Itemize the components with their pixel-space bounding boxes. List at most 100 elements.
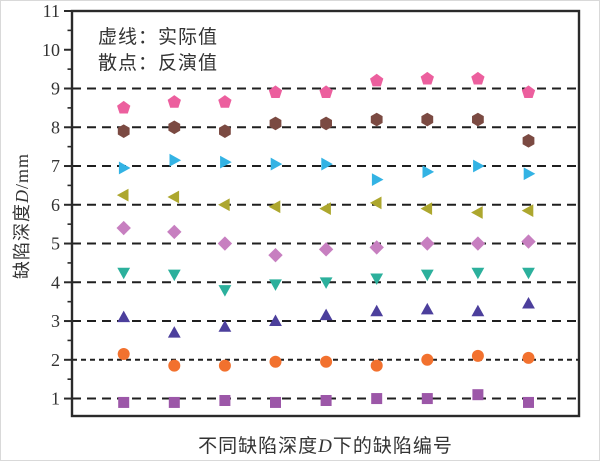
marker-pentagon-point-6 (370, 73, 384, 87)
marker-hexagon-point-4 (269, 116, 282, 131)
marker-triangle-right-point-8 (473, 159, 485, 173)
marker-hexagon-point-9 (522, 134, 535, 148)
marker-triangle-down-point-1 (117, 267, 131, 280)
y-tick-label-7: 7 (51, 156, 60, 176)
marker-diamond-point-7 (420, 236, 435, 251)
marker-triangle-down-point-5 (319, 277, 333, 289)
y-axis-title: 缺陷深度D/mm (8, 116, 34, 316)
marker-square-point-4 (270, 396, 281, 408)
marker-hexagon-point-5 (320, 116, 332, 131)
y-axis-title-suffix: /mm (12, 153, 32, 190)
marker-square-point-6 (371, 393, 383, 405)
marker-pentagon-point-9 (521, 85, 536, 99)
marker-triangle-down-point-2 (167, 269, 181, 282)
marker-triangle-left-point-9 (521, 204, 534, 217)
marker-triangle-right-point-9 (523, 167, 536, 181)
marker-triangle-left-point-1 (116, 188, 129, 202)
y-tick-label-8: 8 (51, 117, 60, 137)
marker-square-point-3 (219, 394, 231, 406)
x-axis-title-prefix: 不同缺陷深度 (198, 436, 319, 457)
marker-circle-point-5 (320, 355, 333, 368)
y-axis-title-variable: D (12, 189, 32, 204)
marker-square-point-8 (472, 389, 484, 401)
marker-diamond-point-9 (521, 234, 536, 249)
marker-pentagon-point-8 (471, 71, 485, 85)
y-tick-label-10: 10 (42, 40, 60, 60)
marker-circle-point-4 (269, 355, 282, 368)
marker-circle-point-2 (168, 359, 181, 372)
marker-triangle-up-point-2 (167, 326, 181, 338)
legend-scatter-note: 散点：反演值 (98, 53, 219, 74)
marker-hexagon-point-1 (117, 124, 130, 138)
marker-circle-point-9 (522, 351, 535, 364)
marker-pentagon-point-7 (420, 71, 434, 85)
y-axis-title-prefix: 缺陷深度 (12, 203, 32, 280)
marker-pentagon-point-2 (167, 95, 181, 108)
marker-triangle-up-point-1 (117, 310, 131, 323)
marker-diamond-point-8 (470, 236, 486, 251)
marker-triangle-left-point-8 (471, 206, 483, 219)
marker-pentagon-point-1 (117, 100, 131, 114)
marker-pentagon-point-4 (268, 85, 283, 99)
marker-triangle-right-point-3 (220, 155, 232, 169)
marker-circle-point-8 (471, 349, 484, 362)
marker-diamond-point-5 (318, 242, 334, 257)
marker-triangle-up-point-7 (420, 302, 434, 315)
marker-triangle-right-point-2 (169, 153, 182, 167)
marker-hexagon-point-7 (421, 112, 434, 127)
legend-dashed-line-note: 虚线：实际值 (98, 27, 219, 48)
marker-square-point-5 (320, 394, 332, 406)
marker-triangle-up-point-8 (471, 304, 485, 317)
marker-pentagon-point-5 (319, 85, 333, 99)
x-axis-title: 不同缺陷深度D下的缺陷编号 (72, 431, 579, 458)
marker-triangle-right-point-1 (118, 161, 131, 175)
marker-square-point-9 (523, 396, 534, 408)
marker-triangle-right-point-4 (270, 157, 283, 171)
marker-triangle-down-point-3 (218, 285, 232, 297)
y-tick-label-2: 2 (51, 350, 60, 370)
marker-hexagon-point-6 (370, 112, 383, 127)
x-axis-title-variable: D (318, 436, 333, 457)
marker-hexagon-point-3 (219, 124, 231, 138)
marker-triangle-left-point-2 (167, 190, 180, 204)
marker-triangle-down-point-8 (471, 267, 485, 280)
marker-triangle-left-point-4 (268, 200, 281, 214)
marker-triangle-up-point-9 (522, 297, 535, 309)
y-tick-label-9: 9 (51, 79, 60, 99)
marker-diamond-point-1 (116, 220, 131, 236)
marker-triangle-down-point-7 (420, 269, 434, 282)
y-tick-label-4: 4 (51, 272, 60, 292)
marker-triangle-up-point-5 (319, 308, 333, 321)
marker-triangle-down-point-4 (269, 279, 282, 291)
marker-diamond-point-4 (268, 247, 283, 263)
marker-triangle-down-point-6 (370, 273, 384, 286)
marker-triangle-left-point-7 (420, 202, 433, 216)
marker-pentagon-point-3 (218, 95, 232, 108)
marker-square-point-7 (421, 393, 433, 405)
marker-hexagon-point-8 (472, 112, 484, 127)
marker-triangle-left-point-5 (319, 202, 331, 216)
marker-triangle-up-point-4 (269, 314, 282, 326)
marker-triangle-down-point-9 (522, 267, 535, 280)
marker-triangle-up-point-6 (370, 304, 384, 317)
marker-triangle-right-point-6 (371, 173, 384, 186)
chart-legend: 虚线：实际值 散点：反演值 (98, 25, 218, 77)
y-tick-label-6: 6 (51, 195, 60, 215)
marker-triangle-right-point-5 (321, 157, 333, 171)
marker-diamond-point-2 (167, 224, 182, 240)
marker-circle-point-6 (370, 359, 383, 372)
marker-circle-point-7 (421, 353, 434, 366)
marker-square-point-1 (118, 396, 130, 408)
y-tick-label-1: 1 (51, 389, 60, 409)
marker-triangle-left-point-6 (369, 196, 382, 210)
marker-circle-point-3 (218, 359, 231, 372)
y-tick-label-11: 11 (43, 1, 60, 21)
marker-circle-point-1 (117, 347, 130, 360)
marker-triangle-up-point-3 (218, 320, 232, 332)
marker-triangle-left-point-3 (218, 198, 230, 212)
plot-frame (70, 9, 581, 418)
x-axis-title-suffix: 下的缺陷编号 (332, 436, 453, 457)
y-tick-label-3: 3 (51, 311, 60, 331)
